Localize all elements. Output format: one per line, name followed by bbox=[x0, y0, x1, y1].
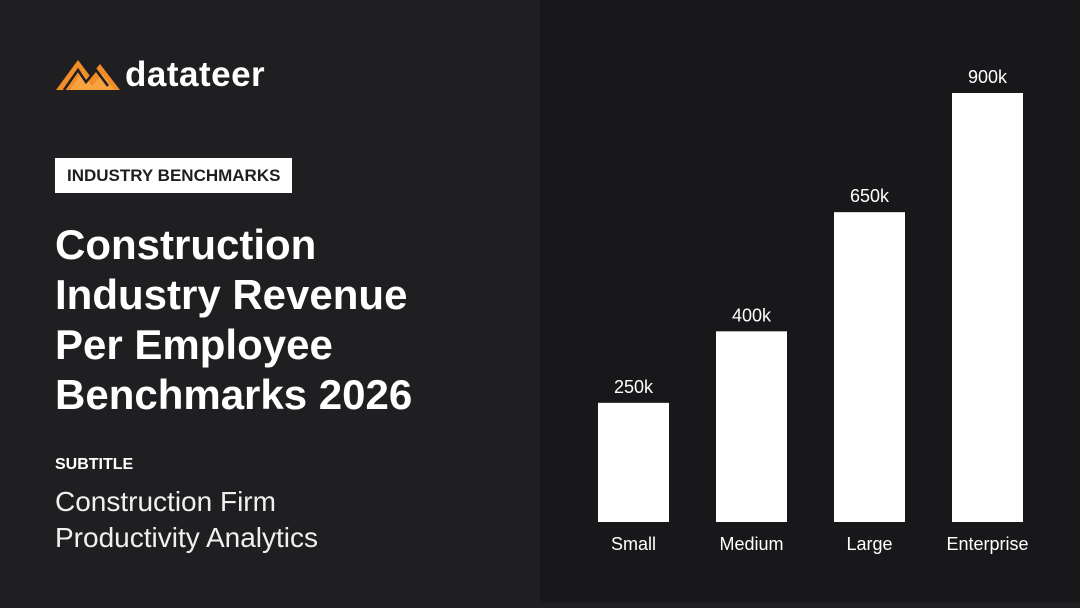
info-panel: datateer INDUSTRY BENCHMARKS Constructio… bbox=[0, 0, 540, 603]
page-title: Construction Industry Revenue Per Employ… bbox=[55, 221, 413, 418]
brand-name: datateer bbox=[125, 55, 266, 94]
bar bbox=[834, 212, 905, 522]
value-label: 400k bbox=[732, 305, 772, 325]
bar bbox=[716, 331, 787, 522]
value-label: 650k bbox=[850, 186, 890, 206]
category-tag: INDUSTRY BENCHMARKS bbox=[55, 158, 293, 193]
x-tick-label: Large bbox=[846, 534, 892, 554]
subtitle: Construction Firm Productivity Analytics bbox=[55, 486, 318, 553]
bar bbox=[598, 402, 669, 522]
value-label: 900k bbox=[968, 67, 1008, 87]
x-tick-label: Medium bbox=[719, 534, 783, 554]
chart: 250k Small 400k Medium 650k Large 900k Enterpri… bbox=[598, 67, 1029, 554]
bar bbox=[952, 93, 1023, 522]
chart-panel: 250k Small 400k Medium 650k Large 900k Enterpri… bbox=[540, 0, 1080, 603]
x-tick-label: Enterprise bbox=[946, 534, 1028, 554]
logo-icon bbox=[56, 60, 120, 91]
x-tick-label: Small bbox=[611, 534, 656, 554]
value-label: 250k bbox=[614, 377, 654, 397]
subtitle-label: SUBTITLE bbox=[55, 456, 134, 473]
